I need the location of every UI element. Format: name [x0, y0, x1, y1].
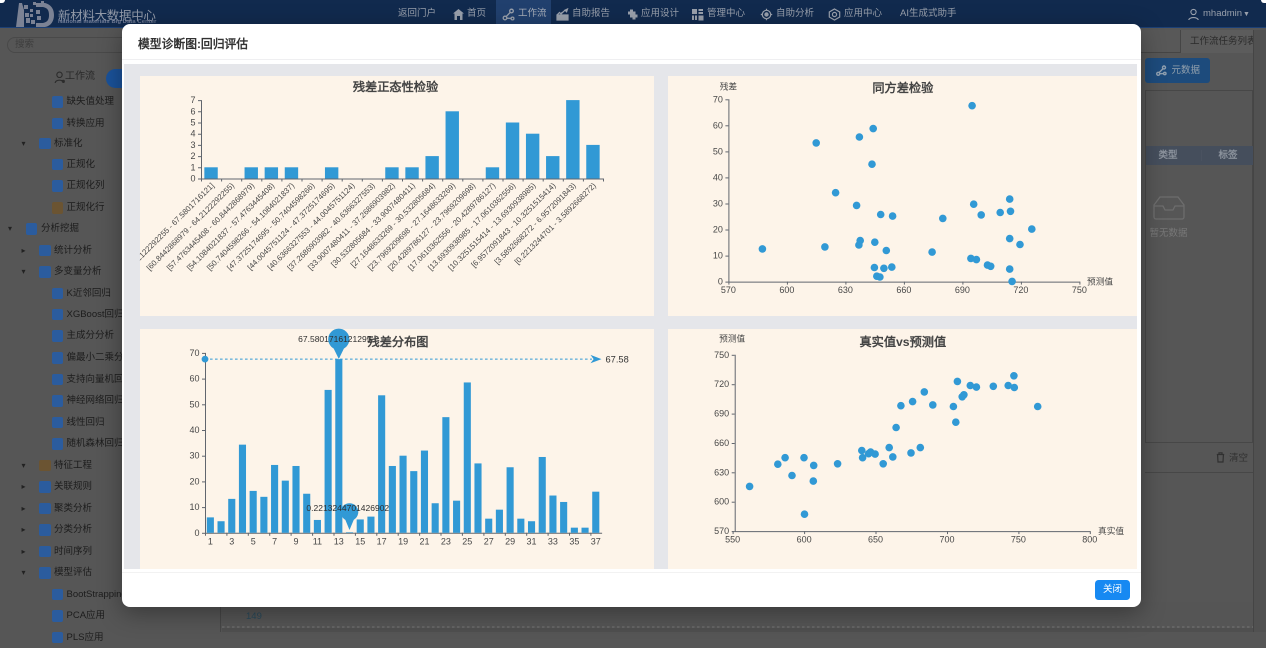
svg-text:60: 60 — [189, 373, 199, 383]
svg-text:750: 750 — [1011, 534, 1026, 544]
svg-text:27: 27 — [484, 536, 494, 546]
svg-text:0: 0 — [190, 173, 195, 183]
svg-text:720: 720 — [1013, 285, 1028, 295]
svg-text:真实值: 真实值 — [1098, 525, 1124, 536]
svg-text:预测值: 预测值 — [719, 332, 745, 343]
svg-text:残差正态性检验: 残差正态性检验 — [353, 79, 439, 94]
svg-text:50: 50 — [713, 146, 723, 156]
svg-text:690: 690 — [955, 285, 970, 295]
svg-text:31: 31 — [526, 536, 536, 546]
svg-text:3: 3 — [229, 536, 234, 546]
svg-text:570: 570 — [721, 285, 736, 295]
svg-text:60: 60 — [713, 120, 723, 130]
svg-text:35: 35 — [569, 536, 579, 546]
svg-text:750: 750 — [1072, 285, 1087, 295]
svg-text:残差分布图: 残差分布图 — [368, 334, 429, 349]
svg-text:11: 11 — [313, 536, 322, 546]
svg-text:720: 720 — [714, 379, 729, 389]
svg-text:67.5801716121295: 67.5801716121295 — [298, 333, 372, 343]
svg-text:30: 30 — [713, 198, 723, 208]
svg-text:70: 70 — [713, 94, 723, 104]
svg-text:700: 700 — [939, 534, 954, 544]
svg-text:570: 570 — [714, 526, 729, 536]
svg-text:15: 15 — [355, 536, 365, 546]
svg-text:1: 1 — [190, 162, 195, 172]
svg-text:3: 3 — [190, 139, 195, 149]
svg-text:残差: 残差 — [720, 80, 738, 91]
svg-text:17: 17 — [377, 536, 387, 546]
svg-text:660: 660 — [896, 285, 911, 295]
svg-text:70: 70 — [189, 347, 199, 357]
svg-text:600: 600 — [714, 496, 729, 506]
svg-text:0: 0 — [718, 276, 723, 286]
svg-text:6: 6 — [190, 106, 195, 116]
svg-text:10: 10 — [189, 502, 199, 512]
svg-text:0.2213244701426902: 0.2213244701426902 — [306, 503, 389, 513]
svg-text:37: 37 — [591, 536, 601, 546]
svg-text:40: 40 — [189, 425, 199, 435]
svg-text:650: 650 — [868, 534, 883, 544]
svg-text:630: 630 — [838, 285, 853, 295]
svg-text:23: 23 — [441, 536, 451, 546]
svg-text:2: 2 — [190, 151, 195, 161]
svg-text:20: 20 — [713, 224, 723, 234]
svg-text:7: 7 — [272, 536, 277, 546]
svg-text:5: 5 — [190, 117, 195, 127]
svg-text:4: 4 — [190, 128, 195, 138]
svg-text:预测值: 预测值 — [1087, 275, 1113, 286]
svg-text:600: 600 — [797, 534, 812, 544]
svg-text:550: 550 — [725, 534, 740, 544]
svg-text:同方差检验: 同方差检验 — [872, 80, 934, 95]
svg-text:真实值vs预测值: 真实值vs预测值 — [859, 334, 946, 349]
svg-text:25: 25 — [462, 536, 472, 546]
svg-text:10: 10 — [713, 250, 723, 260]
svg-text:660: 660 — [714, 438, 729, 448]
svg-text:21: 21 — [419, 536, 429, 546]
svg-text:7: 7 — [190, 95, 195, 105]
svg-text:19: 19 — [398, 536, 408, 546]
svg-text:40: 40 — [713, 172, 723, 182]
svg-text:30: 30 — [189, 450, 199, 460]
svg-text:690: 690 — [714, 408, 729, 418]
svg-text:5: 5 — [251, 536, 256, 546]
svg-text:20: 20 — [189, 476, 199, 486]
svg-text:0: 0 — [194, 527, 199, 537]
svg-text:9: 9 — [293, 536, 298, 546]
svg-text:750: 750 — [714, 349, 729, 359]
svg-text:800: 800 — [1082, 534, 1097, 544]
svg-text:29: 29 — [505, 536, 515, 546]
svg-text:13: 13 — [334, 536, 344, 546]
svg-text:1: 1 — [208, 536, 213, 546]
svg-text:67.58: 67.58 — [606, 354, 629, 364]
svg-text:600: 600 — [779, 285, 794, 295]
svg-text:33: 33 — [548, 536, 558, 546]
svg-text:630: 630 — [714, 467, 729, 477]
svg-text:50: 50 — [189, 399, 199, 409]
